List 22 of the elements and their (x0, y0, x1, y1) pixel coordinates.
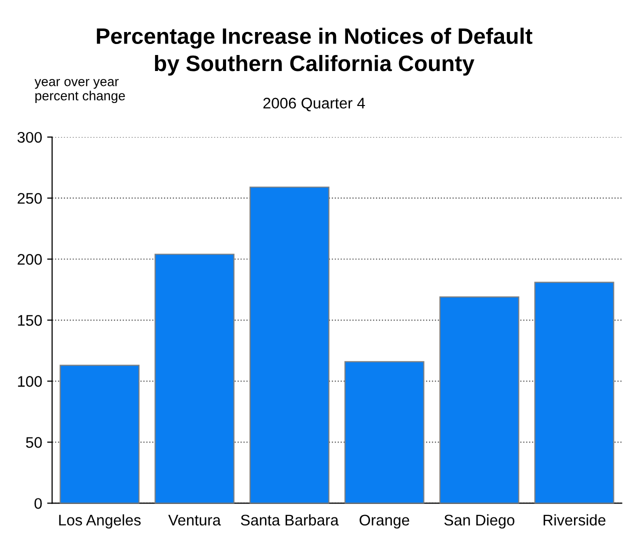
x-tick-label: San Diego (444, 514, 514, 529)
y-tick-label: 300 (17, 132, 42, 143)
y-tick-label: 50 (26, 437, 42, 448)
y-tick-label: 200 (18, 254, 42, 265)
bar (439, 296, 520, 504)
y-tick-label: 150 (18, 315, 42, 326)
bar (154, 254, 234, 504)
bar (534, 282, 614, 504)
y-tick-label: 100 (18, 376, 42, 387)
x-tick-label: Ventura (168, 514, 221, 526)
x-tick-label: Orange (360, 514, 410, 529)
x-tick-label: Los Angeles (59, 514, 141, 529)
x-tick-label: Santa Barbara (240, 514, 339, 526)
y-tick-label: 250 (18, 192, 42, 204)
bar (250, 186, 330, 504)
bar (60, 364, 140, 504)
chart-title: Percentage Increase in Notices of Default by Southern California County (96, 28, 532, 76)
bar (344, 361, 424, 504)
y-tick-label: 0 (34, 498, 42, 509)
x-tick-label: Riverside (544, 514, 606, 526)
y-axis-title: year over year percent change (34, 78, 125, 104)
chart-subtitle: 2006 Quarter 4 (263, 98, 365, 112)
